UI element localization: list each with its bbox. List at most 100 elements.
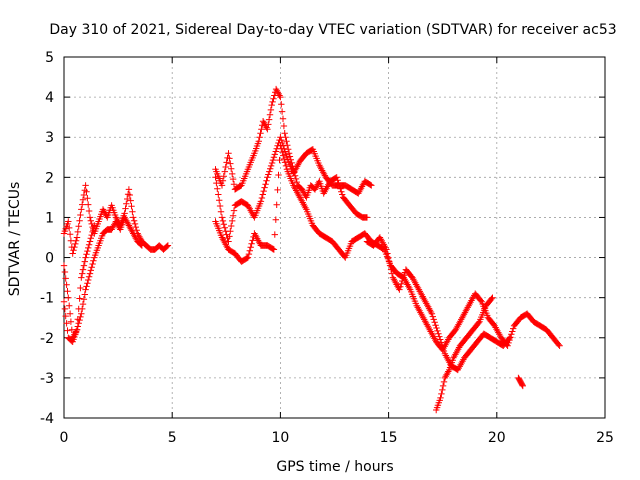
data-point (66, 231, 74, 238)
data-point (282, 162, 290, 170)
data-point (74, 323, 81, 330)
y-tick-label: -1 (40, 291, 54, 307)
data-point (86, 270, 94, 277)
data-point (282, 151, 290, 158)
data-point (280, 152, 287, 159)
data-point (285, 150, 293, 157)
data-point (430, 316, 437, 323)
data-point (123, 200, 130, 207)
data-point (277, 142, 284, 149)
data-point (265, 116, 273, 123)
data-point (226, 233, 233, 240)
data-point (436, 333, 443, 340)
data-point (445, 368, 452, 375)
data-point (271, 231, 278, 238)
data-point (256, 134, 263, 141)
data-point (519, 382, 526, 390)
data-point (65, 218, 72, 225)
data-point (84, 280, 91, 287)
data-point (229, 170, 236, 178)
data-point (72, 240, 79, 248)
data-point (79, 300, 87, 308)
data-point (265, 171, 272, 178)
data-point (433, 324, 440, 332)
data-point (132, 223, 139, 231)
data-point (70, 247, 77, 254)
data-point (219, 217, 227, 225)
data-point (215, 191, 222, 198)
data-point (278, 145, 285, 152)
data-point (127, 197, 134, 204)
data-point (87, 235, 94, 242)
data-point (76, 217, 83, 224)
data-point (91, 222, 98, 229)
data-point (74, 228, 81, 236)
data-point (82, 254, 89, 261)
data-point (90, 257, 97, 264)
data-point (81, 187, 88, 194)
data-point (221, 224, 228, 231)
data-point (439, 344, 447, 352)
data-point (338, 188, 345, 195)
data-point (262, 181, 269, 188)
data-point (61, 305, 69, 313)
data-point (259, 191, 266, 198)
data-point (475, 319, 482, 327)
data-point (438, 339, 445, 346)
data-point (278, 136, 285, 144)
data-point (63, 320, 70, 327)
data-point (83, 188, 90, 195)
data-point (81, 291, 88, 298)
data-point (439, 382, 447, 390)
data-point (268, 159, 276, 167)
data-point (283, 138, 290, 145)
y-tick-label: -3 (40, 371, 54, 387)
data-point (79, 201, 86, 208)
y-tick-label: 3 (45, 130, 54, 146)
data-point (85, 207, 93, 215)
y-tick-label: 5 (45, 50, 54, 66)
data-point (220, 173, 227, 180)
data-point (267, 106, 275, 114)
data-point (267, 165, 274, 172)
data-point (272, 148, 279, 155)
data-point (276, 92, 283, 99)
data-point (438, 342, 446, 349)
data-point (87, 217, 94, 224)
data-point (229, 217, 236, 225)
data-point (383, 246, 390, 253)
data-point (438, 390, 445, 398)
data-point (281, 159, 289, 166)
data-point (85, 241, 93, 248)
data-point (88, 264, 95, 271)
data-point (437, 336, 444, 343)
data-point (88, 231, 95, 239)
data-point (121, 214, 128, 221)
data-point (83, 283, 90, 290)
data-point (82, 182, 89, 189)
data-point (67, 318, 75, 325)
data-point (249, 237, 256, 244)
data-point (124, 195, 131, 203)
axis-ticks: 0 5 10 15 20 25 -4 -3 -2 -1 0 1 2 3 4 5 (40, 50, 614, 446)
y-tick-label: 1 (45, 210, 54, 226)
data-point (434, 327, 441, 335)
data-point (269, 98, 276, 106)
data-point (137, 241, 145, 248)
data-points (60, 85, 563, 414)
data-point (71, 243, 78, 251)
data-point (230, 181, 238, 188)
data-point (128, 203, 135, 210)
y-tick-label: -4 (40, 411, 54, 427)
data-point (164, 242, 172, 249)
data-point (272, 216, 279, 223)
data-point (84, 195, 91, 202)
data-point (439, 386, 446, 394)
chart-title: Day 310 of 2021, Sidereal Day-to-day VTE… (49, 22, 616, 38)
data-point (217, 208, 225, 215)
data-point (229, 212, 237, 219)
data-point (227, 160, 234, 167)
data-point (73, 234, 81, 241)
data-point (69, 250, 76, 257)
data-point (229, 175, 237, 183)
